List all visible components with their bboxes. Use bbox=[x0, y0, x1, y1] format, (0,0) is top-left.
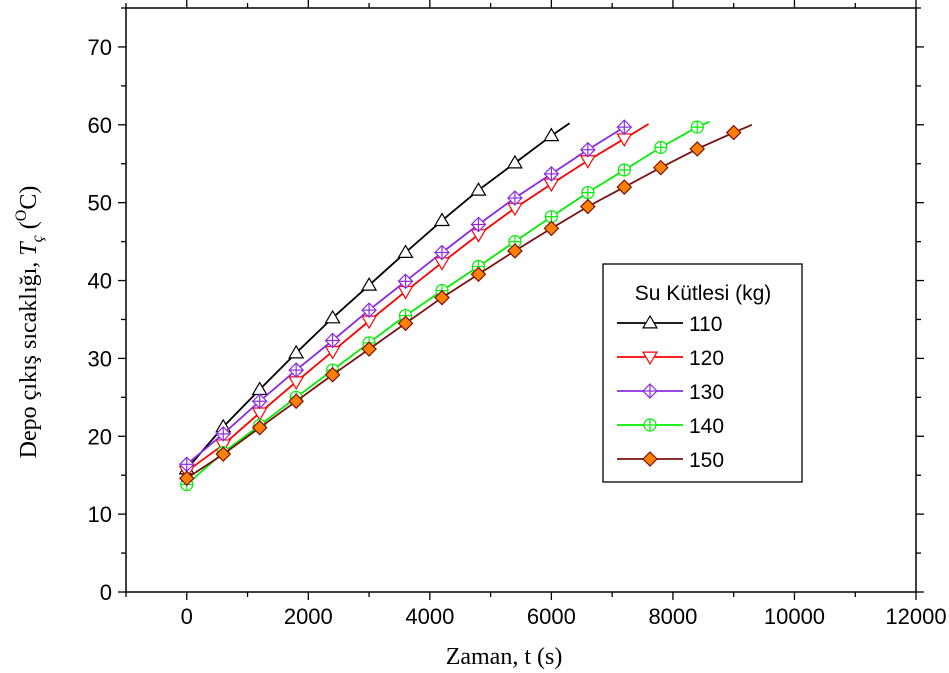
data-point-130 bbox=[215, 426, 232, 442]
data-point-140 bbox=[690, 120, 704, 134]
legend-title: Su Kütlesi (kg) bbox=[635, 282, 772, 305]
legend-swatch-marker bbox=[641, 351, 659, 366]
data-point-130 bbox=[397, 273, 414, 290]
data-point-110 bbox=[288, 344, 305, 359]
data-point-150 bbox=[434, 289, 450, 306]
data-point-120 bbox=[616, 133, 633, 147]
y-tick-label: 40 bbox=[88, 269, 112, 294]
x-tick-label: 2000 bbox=[284, 604, 333, 629]
data-point-150 bbox=[361, 341, 377, 357]
x-tick-label: 8000 bbox=[648, 604, 697, 629]
data-point-150 bbox=[324, 366, 341, 383]
data-point-140 bbox=[617, 163, 631, 177]
data-point-150 bbox=[652, 159, 669, 176]
data-point-110 bbox=[397, 244, 414, 259]
data-point-110 bbox=[324, 309, 341, 324]
data-point-150 bbox=[251, 419, 268, 436]
series-layer bbox=[178, 119, 753, 492]
data-point-140 bbox=[581, 185, 595, 200]
plot-frame bbox=[125, 7, 917, 593]
data-point-130 bbox=[361, 302, 377, 318]
series-120 bbox=[178, 123, 650, 480]
y-tick-label: 20 bbox=[88, 424, 112, 449]
y-axis-title-unit-open: ( bbox=[16, 221, 42, 235]
legend-label: 130 bbox=[689, 381, 724, 404]
data-point-150 bbox=[397, 315, 414, 332]
y-tick-label: 60 bbox=[88, 113, 112, 138]
legend-box bbox=[602, 263, 803, 483]
y-tick-label: 10 bbox=[88, 502, 112, 527]
data-point-110 bbox=[506, 154, 523, 169]
legend-label: 110 bbox=[689, 313, 722, 336]
legend-swatch-marker bbox=[641, 314, 659, 329]
x-tick-label: 0 bbox=[181, 604, 193, 629]
data-point-130 bbox=[434, 244, 450, 261]
data-point-150 bbox=[470, 266, 487, 283]
legend-item-150: 150 bbox=[617, 449, 724, 472]
data-point-150 bbox=[178, 470, 195, 487]
x-tick-label: 4000 bbox=[405, 604, 454, 629]
legend-swatch-marker bbox=[643, 418, 657, 432]
data-point-150 bbox=[616, 179, 633, 195]
legend-swatch-marker bbox=[642, 451, 658, 467]
data-point-150 bbox=[689, 141, 706, 157]
data-point-130 bbox=[251, 393, 268, 410]
data-point-150 bbox=[288, 393, 305, 410]
y-axis-title-subscript: ç bbox=[29, 235, 46, 242]
series-line-120 bbox=[186, 123, 650, 473]
data-point-150 bbox=[579, 198, 596, 215]
series-130 bbox=[178, 119, 633, 473]
data-point-110 bbox=[543, 127, 560, 142]
x-tick-label: 12000 bbox=[885, 604, 946, 629]
legend-swatch-marker bbox=[642, 383, 658, 399]
y-tick-label: 50 bbox=[88, 191, 112, 216]
x-tick-label: 10000 bbox=[764, 604, 825, 629]
data-point-110 bbox=[433, 212, 451, 227]
axes: 0 2000 4000 6000 8000 10000 12000 0 10 20 30 40 50 60… bbox=[88, 0, 947, 629]
legend-item-130: 130 bbox=[617, 381, 724, 404]
legend-item-120: 120 bbox=[617, 347, 724, 370]
x-axis-title: Zaman, t (s) bbox=[446, 644, 563, 670]
y-axis-title-main: Depo çıkış sıcaklığı, bbox=[16, 256, 42, 459]
data-point-130 bbox=[543, 166, 560, 182]
legend: Su Kütlesi (kg) 110 120 130 140 150 bbox=[602, 263, 803, 483]
data-point-150 bbox=[725, 124, 742, 141]
y-tick-label: 0 bbox=[100, 580, 112, 605]
y-tick-label: 30 bbox=[88, 346, 112, 371]
data-point-130 bbox=[288, 362, 305, 378]
data-point-150 bbox=[543, 220, 560, 237]
data-point-130 bbox=[324, 332, 341, 349]
data-point-150 bbox=[215, 446, 232, 463]
y-axis-title-variable: T bbox=[16, 241, 42, 256]
data-point-140 bbox=[654, 140, 668, 154]
legend-item-140: 140 bbox=[617, 415, 724, 438]
y-tick-label: 70 bbox=[88, 35, 112, 60]
data-point-130 bbox=[470, 216, 487, 233]
y-axis-title-unit-superscript: O bbox=[13, 210, 30, 222]
legend-item-110: 110 bbox=[617, 313, 722, 336]
legend-label: 120 bbox=[689, 347, 724, 370]
data-point-110 bbox=[470, 182, 487, 196]
legend-label: 150 bbox=[689, 449, 724, 472]
data-point-140 bbox=[544, 210, 558, 224]
data-point-130 bbox=[507, 190, 523, 206]
legend-label: 140 bbox=[689, 415, 724, 438]
y-axis-title: Depo çıkış sıcaklığı, Tç (OC) bbox=[13, 186, 46, 459]
data-point-110 bbox=[361, 277, 378, 291]
x-tick-label: 6000 bbox=[527, 604, 576, 629]
data-point-130 bbox=[616, 119, 633, 135]
series-line-110 bbox=[186, 122, 571, 470]
series-150 bbox=[178, 123, 753, 487]
data-point-150 bbox=[507, 243, 523, 259]
data-point-130 bbox=[579, 141, 596, 158]
series-110 bbox=[178, 122, 571, 475]
series-line-140 bbox=[186, 120, 710, 486]
y-axis-title-unit-close: C) bbox=[16, 186, 42, 210]
